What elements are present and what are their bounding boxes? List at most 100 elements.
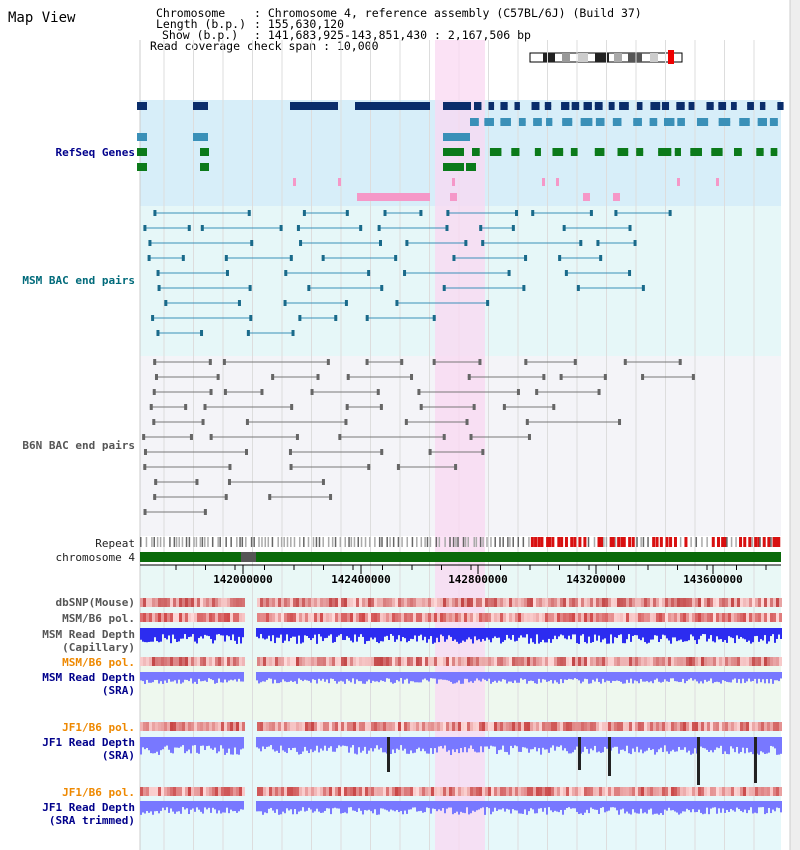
- polymorphism-bin: [344, 598, 347, 607]
- repeat-element: [494, 537, 496, 547]
- msm-capillary-depth-bar: [402, 628, 404, 638]
- polymorphism-bin: [284, 657, 287, 666]
- polymorphism-bin: [524, 657, 527, 666]
- polymorphism-bin: [476, 657, 479, 666]
- polymorphism-bin: [632, 787, 635, 796]
- depth-spike: [697, 737, 700, 785]
- repeat-track[interactable]: [140, 537, 781, 547]
- msm-sra-depth-bar: [336, 672, 338, 684]
- jf1-trimmed-depth-bar: [372, 801, 374, 814]
- jf1-sra-depth-bar: [642, 737, 644, 754]
- msm-sra-depth-bar: [520, 672, 522, 679]
- jf1-sra-depth-bar: [768, 737, 770, 753]
- msm-capillary-depth-bar: [724, 628, 726, 641]
- jf1-trimmed-depth-bar: [400, 801, 402, 811]
- polymorphism-bin: [407, 787, 410, 796]
- jf1-trimmed-depth-bar: [454, 801, 456, 814]
- jf1-sra-depth-bar: [724, 737, 726, 752]
- polymorphism-bin: [422, 613, 425, 622]
- polymorphism-bin: [686, 787, 689, 796]
- polymorphism-bin: [350, 613, 353, 622]
- jf1-sra-depth-bar: [520, 737, 522, 752]
- polymorphism-bin: [497, 787, 500, 796]
- jf1-sra-depth-bar: [584, 737, 586, 747]
- repeat-element: [406, 537, 408, 547]
- jf1-sra-depth-bar: [140, 737, 142, 755]
- jf1-sra-depth-bar: [730, 737, 732, 747]
- b6n-bac-track[interactable]: [142, 359, 695, 515]
- msm-sra-depth-bar: [342, 672, 344, 682]
- repeat-element: [762, 537, 766, 547]
- msm-sra-depth-bar: [174, 672, 176, 681]
- msm-capillary-depth-bar: [186, 628, 188, 640]
- msm-capillary-depth-bar: [668, 628, 670, 641]
- msm-sra-depth-bar: [272, 672, 274, 684]
- polymorphism-bin: [236, 787, 239, 796]
- jf1-sra-depth-bar: [678, 737, 680, 748]
- msm-capillary-depth-bar: [346, 628, 348, 637]
- repeat-element: [751, 537, 753, 547]
- jf1-trimmed-depth-bar: [272, 801, 274, 811]
- gene-feature: [677, 118, 685, 126]
- msm-capillary-depth-bar: [298, 628, 300, 636]
- label-jf1-b6-pol-2: JF1/B6 pol.: [62, 786, 135, 799]
- msm-capillary-depth-bar: [720, 628, 722, 640]
- jf1-sra-depth-bar: [744, 737, 746, 754]
- polymorphism-bin: [410, 657, 413, 666]
- jf1-sra-depth-bar: [690, 737, 692, 755]
- jf1-sra-depth-bar: [256, 737, 258, 748]
- polymorphism-bin: [371, 787, 374, 796]
- polymorphism-bin: [503, 722, 506, 731]
- polymorphism-bin: [710, 787, 713, 796]
- polymorphism-bin: [365, 722, 368, 731]
- polymorphism-bin: [170, 657, 173, 666]
- polymorphism-bin: [779, 657, 782, 666]
- polymorphism-bin: [272, 613, 275, 622]
- polymorphism-bin: [755, 787, 758, 796]
- polymorphism-bin: [596, 657, 599, 666]
- msm-bac-pair-end: [379, 240, 383, 246]
- polymorphism-bin: [689, 722, 692, 731]
- vertical-scrollbar[interactable]: [790, 0, 800, 850]
- msm-capillary-depth-bar: [502, 628, 504, 642]
- b6n-bac-pair-end: [525, 419, 529, 425]
- jf1-sra-depth-bar: [484, 737, 486, 747]
- b6n-bac-pair-end: [216, 374, 220, 380]
- polymorphism-bin: [572, 613, 575, 622]
- jf1-sra-depth-bar: [634, 737, 636, 752]
- jf1-trimmed-depth-bar: [174, 801, 176, 814]
- polymorphism-bin: [170, 598, 173, 607]
- msm-capillary-depth-bar: [310, 628, 312, 641]
- polymorphism-bin: [560, 598, 563, 607]
- repeat-element: [754, 537, 758, 547]
- jf1-trimmed-depth-bar: [182, 801, 184, 808]
- msm-capillary-depth-bar: [420, 628, 422, 635]
- chromosome-bar[interactable]: [140, 552, 781, 562]
- polymorphism-bin: [185, 787, 188, 796]
- msm-bac-track[interactable]: [143, 210, 672, 336]
- polymorphism-bin: [626, 598, 629, 607]
- msm-capillary-depth-bar: [196, 628, 198, 644]
- polymorphism-bin: [560, 613, 563, 622]
- msm-bac-pair-end: [249, 315, 253, 321]
- refseq-track[interactable]: [137, 102, 784, 201]
- polymorphism-bin: [608, 787, 611, 796]
- b6n-bac-pair-end: [143, 509, 147, 515]
- jf1-sra-depth-bar: [154, 737, 156, 754]
- jf1-trimmed-depth-bar: [176, 801, 178, 812]
- polymorphism-bin: [779, 598, 782, 607]
- polymorphism-bin: [737, 598, 740, 607]
- jf1-trimmed-depth-bar: [578, 801, 580, 815]
- polymorphism-bin: [671, 613, 674, 622]
- polymorphism-bin: [458, 787, 461, 796]
- jf1-trimmed-depth-bar: [594, 801, 596, 810]
- read-depth-tracks[interactable]: [140, 628, 782, 815]
- msm-capillary-depth-bar: [746, 628, 748, 642]
- polymorphism-bin: [554, 598, 557, 607]
- polymorphism-tracks[interactable]: [140, 598, 782, 796]
- msm-capillary-depth-bar: [564, 628, 566, 639]
- jf1-trimmed-depth-bar: [168, 801, 170, 813]
- jf1-trimmed-depth-bar: [418, 801, 420, 812]
- msm-capillary-depth-bar: [304, 628, 306, 636]
